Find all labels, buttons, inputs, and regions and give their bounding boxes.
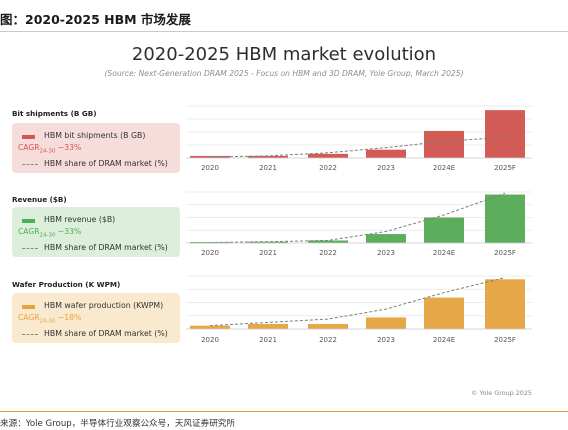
bar-2023 <box>366 317 406 329</box>
panel-title-revenue: Revenue ($B) <box>12 195 67 204</box>
panel-title-bit-shipments: Bit shipments (B GB) <box>12 109 97 118</box>
tick-label: 2022 <box>319 336 337 344</box>
share-line <box>209 136 506 158</box>
tick-label: 2025F <box>494 249 516 257</box>
legend-label: HBM bit shipments (B GB) <box>44 131 146 140</box>
tick-label: 2022 <box>319 164 337 172</box>
legend-dash <box>22 334 38 335</box>
legend-label: HBM share of DRAM market (%) <box>44 243 168 252</box>
bar-2022 <box>308 240 348 243</box>
bar-2021 <box>248 324 288 329</box>
tick-label: 2021 <box>259 164 277 172</box>
tick-label: 2020 <box>201 164 219 172</box>
cagr-label: CAGR24-30 ~18% <box>18 313 82 325</box>
legend-label: HBM revenue ($B) <box>44 215 116 224</box>
bar-2024E <box>424 217 464 243</box>
share-line <box>209 192 506 243</box>
bar-2025F <box>485 194 525 243</box>
tick-label: 2023 <box>377 164 395 172</box>
tick-label: 2020 <box>201 249 219 257</box>
bar-2023 <box>366 149 406 158</box>
bar-2021 <box>248 155 288 158</box>
cagr-label: CAGR24-30 ~33% <box>18 227 82 239</box>
tick-label: 2024E <box>433 249 455 257</box>
tick-label: 2020 <box>201 336 219 344</box>
panel-title-wafer: Wafer Production (K WPM) <box>12 280 121 289</box>
legend-revenue: HBM revenue ($B) CAGR24-30 ~33% HBM shar… <box>12 207 180 257</box>
top-divider <box>0 31 568 32</box>
copyright: © Yole Group 2025 <box>471 389 532 397</box>
bar-2024E <box>424 130 464 158</box>
legend-label: HBM share of DRAM market (%) <box>44 329 168 338</box>
legend-swatch <box>22 305 35 309</box>
legend-bit-shipments: HBM bit shipments (B GB) CAGR24-30 ~33% … <box>12 123 180 173</box>
tick-label: 2023 <box>377 336 395 344</box>
tick-label: 2022 <box>319 249 337 257</box>
tick-label: 2021 <box>259 336 277 344</box>
tick-label: 2025F <box>494 164 516 172</box>
legend-dash <box>22 164 38 165</box>
bar-2022 <box>308 324 348 329</box>
bar-2020 <box>190 325 230 329</box>
bottom-divider <box>0 411 568 412</box>
legend-dash <box>22 248 38 249</box>
tick-label: 2024E <box>433 164 455 172</box>
bar-2025F <box>485 110 525 158</box>
tick-label: 2025F <box>494 336 516 344</box>
bar-2021 <box>248 241 288 244</box>
bar-2023 <box>366 234 406 243</box>
chart-subtitle: (Source: Next-Generation DRAM 2025 - Foc… <box>104 69 464 78</box>
bar-2024E <box>424 297 464 329</box>
chart-title: 2020-2025 HBM market evolution <box>131 44 437 65</box>
legend-swatch <box>22 135 35 139</box>
legend-swatch <box>22 219 35 223</box>
bar-2025F <box>485 279 525 329</box>
tick-label: 2024E <box>433 336 455 344</box>
legend-wafer: HBM wafer production (KWPM) CAGR24-30 ~1… <box>12 293 180 343</box>
share-line <box>209 277 506 327</box>
tick-label: 2023 <box>377 249 395 257</box>
cagr-label: CAGR24-30 ~33% <box>18 143 82 155</box>
bar-2022 <box>308 153 348 158</box>
tick-label: 2021 <box>259 249 277 257</box>
legend-label: HBM wafer production (KWPM) <box>44 301 164 310</box>
figure-caption: 图：2020-2025 HBM 市场发展 <box>0 12 191 27</box>
legend-label: HBM share of DRAM market (%) <box>44 159 168 168</box>
source-note: 来源：Yole Group，半导体行业观察公众号，天风证券研究所 <box>0 419 235 429</box>
